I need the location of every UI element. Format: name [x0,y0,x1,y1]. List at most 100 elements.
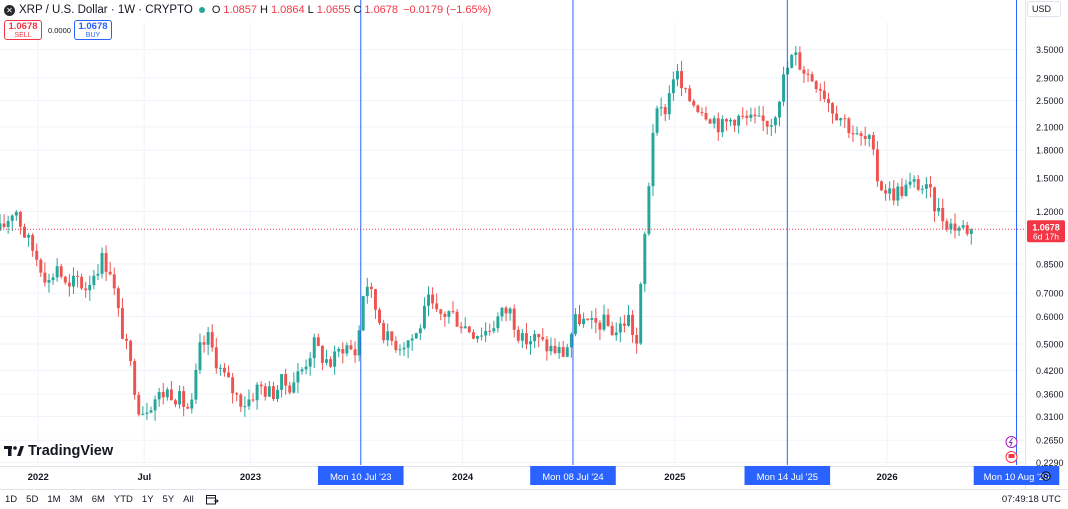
candle-body[interactable] [206,332,210,345]
candle-body[interactable] [357,330,361,356]
candle-body[interactable] [76,275,80,277]
candle-body[interactable] [288,385,292,393]
candle-body[interactable] [292,382,296,393]
candle-body[interactable] [753,114,757,117]
candle-body[interactable] [635,335,639,344]
candle-body[interactable] [553,345,557,354]
candle-body[interactable] [174,400,177,405]
candle-body[interactable] [198,342,202,370]
candle-body[interactable] [157,392,161,400]
candle-body[interactable] [631,314,635,336]
candle-body[interactable] [451,311,455,313]
candle-body[interactable] [557,347,561,354]
candle-body[interactable] [565,347,569,357]
candle-body[interactable] [606,314,610,326]
candle-body[interactable] [749,114,753,118]
candle-body[interactable] [325,359,328,363]
candle-body[interactable] [353,349,357,356]
candle-body[interactable] [235,393,239,395]
candle-body[interactable] [80,276,84,289]
candle-body[interactable] [284,374,288,386]
candle-body[interactable] [949,223,953,230]
candle-body[interactable] [537,334,541,338]
candle-body[interactable] [504,307,508,314]
candle-body[interactable] [382,323,386,341]
candle-body[interactable] [692,101,696,106]
candle-body[interactable] [863,136,867,139]
candle-body[interactable] [704,113,708,120]
calendar-icon[interactable] [205,494,219,506]
range-ytd[interactable]: YTD [113,494,133,505]
sell-button[interactable]: 1.0678 SELL [4,20,42,40]
range-3m[interactable]: 3M [69,494,83,505]
candle-body[interactable] [165,389,169,398]
candle-body[interactable] [23,226,26,238]
candle-body[interactable] [108,271,112,275]
candle-body[interactable] [737,115,741,126]
candle-body[interactable] [578,314,581,325]
candle-body[interactable] [145,412,149,414]
candle-body[interactable] [194,369,198,400]
range-1m[interactable]: 1M [47,494,61,505]
candle-body[interactable] [345,345,349,354]
candle-body[interactable] [271,386,275,400]
candle-body[interactable] [55,266,59,278]
candle-body[interactable] [724,119,728,122]
candle-body[interactable] [488,330,492,332]
candle-body[interactable] [778,101,781,118]
candle-body[interactable] [39,259,43,273]
candle-body[interactable] [394,340,398,351]
candle-body[interactable] [43,272,47,283]
candle-body[interactable] [941,207,945,222]
candle-body[interactable] [569,334,573,348]
candle-body[interactable] [745,115,749,118]
candle-body[interactable] [900,186,904,197]
candle-body[interactable] [133,361,137,395]
candle-body[interactable] [647,186,651,234]
candle-body[interactable] [304,366,308,370]
candle-body[interactable] [467,326,471,333]
candle-body[interactable] [435,303,439,310]
candle-body[interactable] [716,118,720,133]
candle-body[interactable] [896,186,900,201]
candle-body[interactable] [414,333,418,339]
candle-body[interactable] [561,347,565,357]
candle-body[interactable] [484,330,488,336]
candle-body[interactable] [149,410,153,413]
candle-body[interactable] [137,394,141,415]
candle-body[interactable] [492,328,496,332]
range-all[interactable]: All [183,494,194,505]
candle-body[interactable] [378,309,382,324]
candle-body[interactable] [929,184,932,188]
candle-body[interactable] [761,115,765,121]
candle-body[interactable] [369,286,373,290]
candle-body[interactable] [847,118,851,134]
candle-body[interactable] [508,308,512,314]
candle-body[interactable] [35,250,39,260]
gear-icon[interactable] [1040,470,1052,482]
candle-body[interactable] [884,190,888,194]
candle-body[interactable] [92,275,96,285]
candle-body[interactable] [671,79,675,94]
tradingview-logo[interactable]: TradingView [4,443,113,459]
candle-body[interactable] [27,234,31,238]
candle-body[interactable] [14,211,18,216]
candle-body[interactable] [700,112,704,114]
candle-body[interactable] [826,98,830,104]
candle-body[interactable] [500,307,504,317]
candle-body[interactable] [867,135,871,139]
candle-body[interactable] [386,331,390,341]
candle-body[interactable] [802,69,806,74]
candle-body[interactable] [573,314,577,335]
candle-body[interactable] [655,108,659,133]
candle-body[interactable] [6,220,10,227]
candle-body[interactable] [933,187,937,212]
candle-body[interactable] [512,308,516,330]
candle-body[interactable] [333,351,337,367]
candle-body[interactable] [267,386,271,397]
candle-body[interactable] [765,120,769,127]
candle-body[interactable] [961,225,965,228]
symbol-title[interactable]: XRP / U.S. Dollar · 1W · CRYPTO [19,4,193,16]
